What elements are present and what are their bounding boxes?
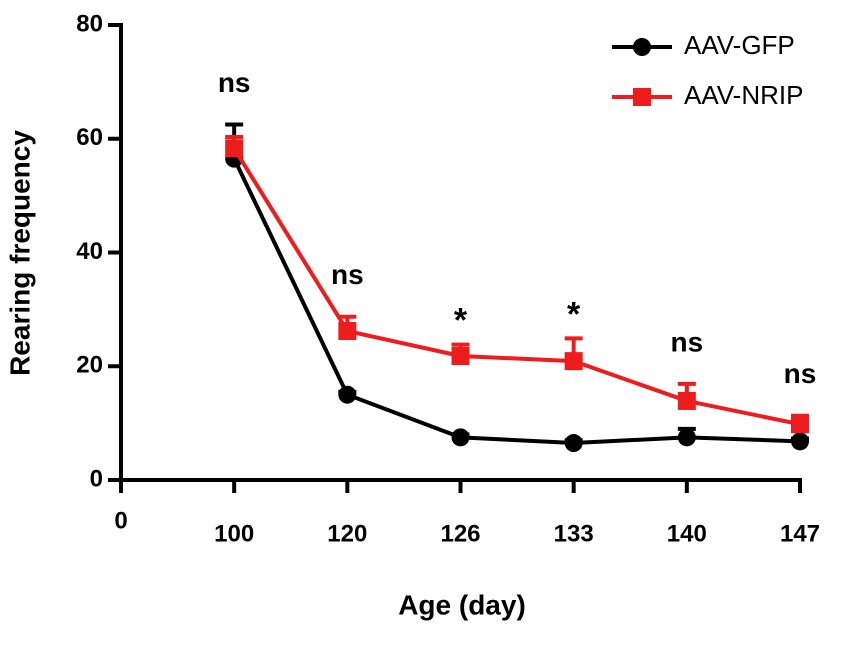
data-point xyxy=(791,432,809,451)
x-tick-label: 147 xyxy=(780,520,820,547)
data-point xyxy=(338,321,357,340)
y-tick-label: 20 xyxy=(76,352,103,379)
data-point xyxy=(564,434,583,453)
significance-label: ns xyxy=(670,326,703,357)
data-point xyxy=(451,428,470,447)
legend-marker xyxy=(633,38,651,56)
y-tick-label: 40 xyxy=(76,238,103,265)
data-point xyxy=(451,347,470,366)
y-tick-label: 0 xyxy=(90,465,103,492)
x-tick-label: 126 xyxy=(440,520,480,547)
significance-label: ns xyxy=(218,67,251,98)
series-line xyxy=(232,157,801,446)
data-point xyxy=(677,428,696,447)
series-line xyxy=(232,147,801,427)
significance-label: ns xyxy=(784,358,817,389)
x-tick-label: 133 xyxy=(554,520,594,547)
significance-label: ns xyxy=(331,259,364,290)
y-tick-label: 80 xyxy=(76,10,103,37)
x-tick-label: 0 xyxy=(114,507,127,534)
data-point xyxy=(677,391,696,410)
y-axis-title: Rearing frequency xyxy=(4,130,35,376)
data-point xyxy=(564,352,583,371)
x-tick-label: 100 xyxy=(214,520,254,547)
significance-label: * xyxy=(567,295,581,333)
data-point xyxy=(225,139,244,158)
x-tick-label: 120 xyxy=(327,520,367,547)
legend-label: AAV-NRIP xyxy=(684,80,803,110)
data-point xyxy=(338,385,357,404)
x-axis-title: Age (day) xyxy=(398,589,526,620)
x-tick-label: 140 xyxy=(667,520,707,547)
legend-marker xyxy=(633,88,651,106)
significance-label: * xyxy=(454,302,468,340)
y-tick-label: 60 xyxy=(76,124,103,151)
legend-label: AAV-GFP xyxy=(684,30,795,60)
data-point xyxy=(791,415,809,434)
